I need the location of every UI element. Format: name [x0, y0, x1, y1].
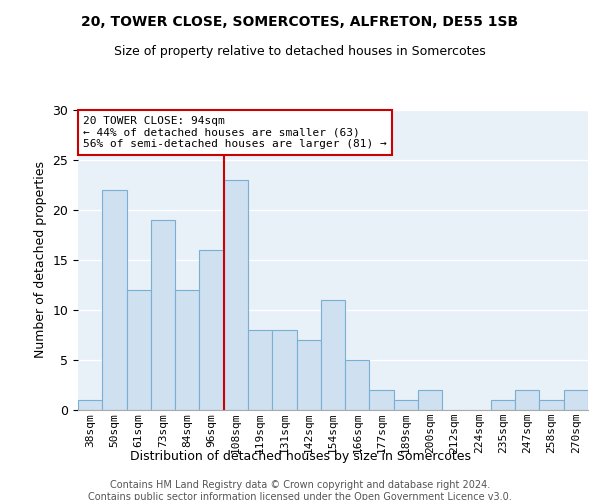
Bar — [564, 390, 588, 410]
Bar — [345, 360, 370, 410]
Text: Distribution of detached houses by size in Somercotes: Distribution of detached houses by size … — [130, 450, 470, 463]
Bar — [418, 390, 442, 410]
Text: Contains public sector information licensed under the Open Government Licence v3: Contains public sector information licen… — [88, 492, 512, 500]
Bar — [151, 220, 175, 410]
Bar — [175, 290, 199, 410]
Bar — [321, 300, 345, 410]
Bar — [248, 330, 272, 410]
Bar — [102, 190, 127, 410]
Text: 20 TOWER CLOSE: 94sqm
← 44% of detached houses are smaller (63)
56% of semi-deta: 20 TOWER CLOSE: 94sqm ← 44% of detached … — [83, 116, 387, 149]
Bar — [370, 390, 394, 410]
Bar — [394, 400, 418, 410]
Y-axis label: Number of detached properties: Number of detached properties — [34, 162, 47, 358]
Bar — [78, 400, 102, 410]
Bar — [491, 400, 515, 410]
Bar — [224, 180, 248, 410]
Bar — [539, 400, 564, 410]
Text: Contains HM Land Registry data © Crown copyright and database right 2024.: Contains HM Land Registry data © Crown c… — [110, 480, 490, 490]
Text: Size of property relative to detached houses in Somercotes: Size of property relative to detached ho… — [114, 45, 486, 58]
Bar — [272, 330, 296, 410]
Bar — [296, 340, 321, 410]
Bar — [515, 390, 539, 410]
Text: 20, TOWER CLOSE, SOMERCOTES, ALFRETON, DE55 1SB: 20, TOWER CLOSE, SOMERCOTES, ALFRETON, D… — [82, 15, 518, 29]
Bar — [127, 290, 151, 410]
Bar — [199, 250, 224, 410]
